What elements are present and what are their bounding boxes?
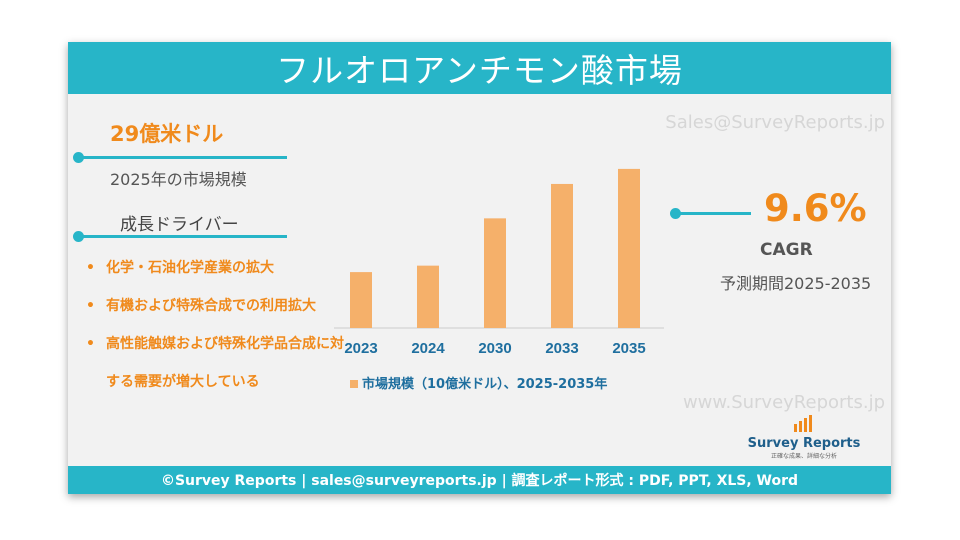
- market-size-label: 2025年の市場規模: [110, 170, 247, 189]
- x-tick-label: 2024: [411, 340, 445, 357]
- x-tick-label: 2033: [545, 340, 578, 357]
- driver-item: 化学・石油化学産業の拡大: [82, 249, 344, 287]
- watermark-email: Sales@SurveyReports.jp: [665, 112, 885, 133]
- cagr-period: 予測期間2025-2035: [720, 274, 872, 293]
- cagr-connector: [675, 212, 751, 215]
- drivers-heading: 成長ドライバー: [120, 215, 239, 235]
- bar-2023: [350, 272, 372, 328]
- bar-2024: [417, 265, 439, 328]
- drivers-list: 化学・石油化学産業の拡大 有機および特殊合成での利用拡大 高性能触媒および特殊化…: [82, 249, 344, 401]
- legend-label: 市場規模（10億米ドル）、2025-2035年: [362, 376, 607, 392]
- infographic-card: フルオロアンチモン酸市場 Sales@SurveyReports.jp www.…: [68, 42, 891, 494]
- logo-tagline: 正確な成果、詳細な分析: [770, 453, 837, 460]
- market-size-divider: [78, 156, 287, 159]
- legend-swatch: [350, 380, 358, 388]
- cagr-value: 9.6%: [764, 187, 867, 230]
- market-size-value: 29億米ドル: [110, 122, 224, 146]
- footer-bar: ©Survey Reports | sales@surveyreports.jp…: [68, 466, 891, 494]
- driver-item: 高性能触媒および特殊化学品合成に対する需要が増大している: [82, 325, 344, 401]
- page-title: フルオロアンチモン酸市場: [276, 51, 683, 90]
- survey-reports-logo: Survey Reports 正確な成果、詳細な分析: [744, 414, 864, 460]
- bar-2030: [484, 218, 506, 328]
- market-size-bar-chart: 2023 2024 2030 2033 2035 市場規模（10億米ドル）、2025-20…: [334, 168, 664, 392]
- drivers-divider: [78, 235, 287, 238]
- x-tick-label: 2023: [344, 340, 377, 357]
- x-tick-label: 2030: [478, 340, 511, 357]
- driver-item: 有機および特殊合成での利用拡大: [82, 287, 344, 325]
- bar-2033: [551, 183, 573, 328]
- bar-2035: [618, 168, 640, 328]
- logo-bars-icon: [794, 415, 812, 432]
- title-bar: フルオロアンチモン酸市場: [68, 42, 891, 94]
- watermark-url: www.SurveyReports.jp: [682, 392, 885, 413]
- x-tick-label: 2035: [612, 340, 645, 357]
- cagr-label: CAGR: [760, 240, 813, 260]
- footer-text: ©Survey Reports | sales@surveyreports.jp…: [160, 473, 799, 489]
- logo-name: Survey Reports: [747, 436, 861, 451]
